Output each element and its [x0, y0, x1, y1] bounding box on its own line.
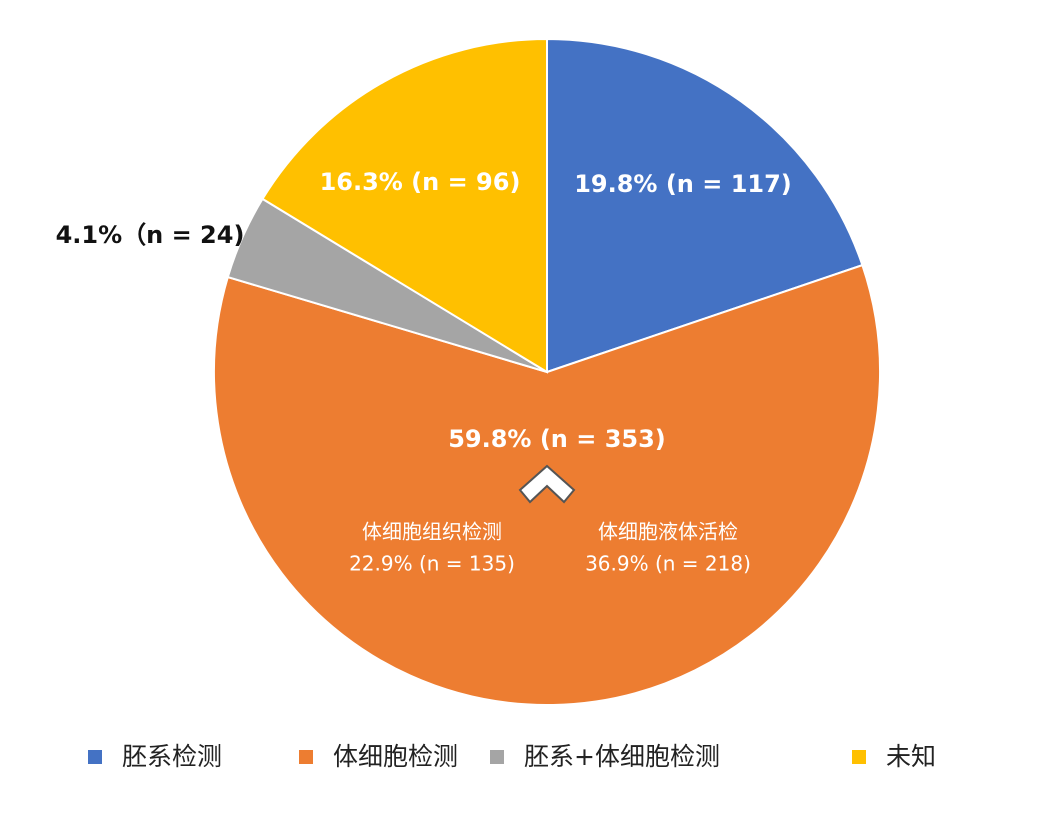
data-label: 59.8% (n = 353): [448, 425, 666, 453]
pie-slice: [546, 37, 864, 374]
legend-label: 体细胞检测: [333, 742, 458, 771]
legend-swatch: [852, 750, 866, 764]
annotation-label: 22.9% (n = 135): [349, 552, 515, 576]
legend-swatch: [88, 750, 102, 764]
legend-swatch: [490, 750, 504, 764]
annotation-title: 体细胞液体活检: [598, 520, 738, 544]
annotation-title: 体细胞组织检测: [362, 520, 502, 544]
data-label: 4.1%（n = 24): [56, 221, 245, 249]
pie-slice: [261, 37, 548, 374]
arrow-icon: [518, 464, 576, 504]
legend-swatch: [299, 750, 313, 764]
legend-label: 胚系检测: [122, 742, 222, 771]
legend-label: 未知: [886, 742, 936, 771]
data-label: 16.3% (n = 96): [320, 168, 521, 196]
annotation-label: 36.9% (n = 218): [585, 552, 751, 576]
data-label: 19.8% (n = 117): [574, 170, 792, 198]
slices: [213, 37, 881, 706]
legend-label: 胚系+体细胞检测: [524, 742, 720, 771]
